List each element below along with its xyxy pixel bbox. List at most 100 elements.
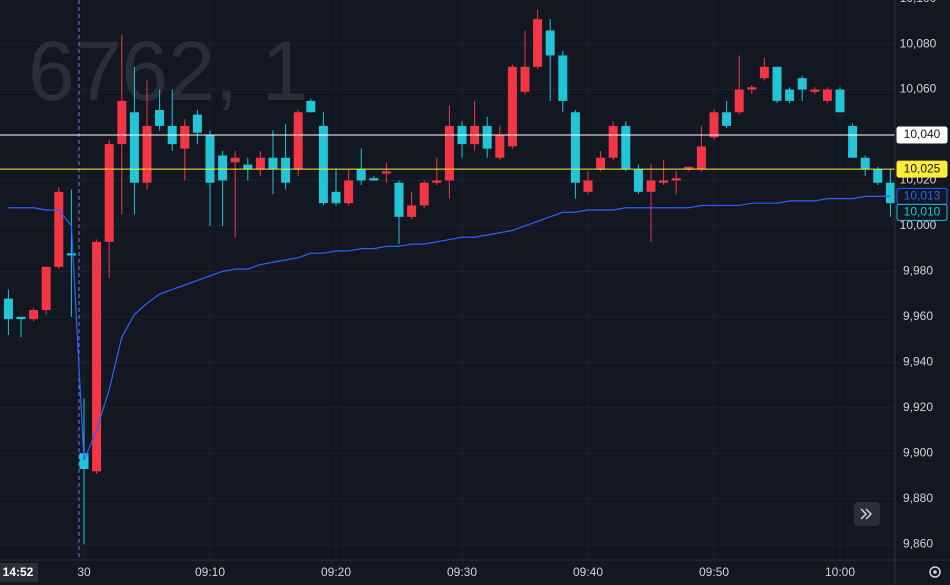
x-tick-label: 09:50 xyxy=(699,565,729,579)
candle-body xyxy=(734,89,744,113)
vwap-line xyxy=(8,195,891,461)
candle-body xyxy=(79,453,89,470)
candle-body xyxy=(66,253,76,256)
candle-body xyxy=(747,87,757,90)
price-label: 10,013 xyxy=(904,189,941,203)
candle-body xyxy=(558,55,568,101)
candle-body xyxy=(255,157,265,170)
candle-body xyxy=(281,157,291,183)
scroll-to-realtime[interactable] xyxy=(854,502,880,526)
watermark: 6762, 1 xyxy=(28,24,308,118)
candle-body xyxy=(495,135,505,158)
candle-body xyxy=(419,182,429,206)
candle-body xyxy=(646,180,656,192)
price-label-box xyxy=(896,203,948,221)
candle-body xyxy=(722,112,732,126)
gear-icon[interactable] xyxy=(929,566,941,578)
candle-body xyxy=(129,112,139,183)
y-tick-label: 10,060 xyxy=(900,82,937,96)
crosshair-time: 14:52 xyxy=(3,565,34,579)
candle-body xyxy=(16,316,26,320)
candle-body xyxy=(696,146,706,170)
candle-body xyxy=(369,178,379,181)
candle-body xyxy=(92,241,102,472)
candle-body xyxy=(671,178,681,181)
candle-body xyxy=(230,157,240,163)
candle-body xyxy=(293,112,303,170)
price-label-box xyxy=(896,126,948,144)
x-tick-label: 30 xyxy=(77,565,91,579)
chevron-icon xyxy=(860,508,873,520)
candle-body xyxy=(545,30,555,56)
candle-body xyxy=(785,89,795,101)
candle-body xyxy=(772,66,782,101)
candle-body xyxy=(533,19,543,67)
price-label-box xyxy=(896,160,948,178)
y-tick-label: 9,980 xyxy=(903,264,933,278)
candle-body xyxy=(41,266,51,310)
candle-body xyxy=(709,112,719,138)
candle-body xyxy=(104,144,114,242)
candle-body xyxy=(218,155,228,181)
y-tick-label: 9,880 xyxy=(903,491,933,505)
candle-body xyxy=(306,100,316,113)
y-tick-label: 10,100 xyxy=(900,0,937,5)
candle-body xyxy=(444,125,454,181)
candle-body xyxy=(180,125,190,149)
candle-body xyxy=(381,171,391,174)
candle-body xyxy=(873,169,883,183)
candle-body xyxy=(482,125,492,149)
settings-button[interactable] xyxy=(929,566,941,578)
candle-body xyxy=(570,112,580,183)
y-tick-label: 10,080 xyxy=(900,36,937,50)
candle-body xyxy=(117,100,127,145)
y-tick-label: 9,960 xyxy=(903,309,933,323)
candle-body xyxy=(596,157,606,170)
candle-body xyxy=(155,110,165,126)
candle-body xyxy=(520,66,530,92)
candle-body xyxy=(192,114,202,133)
price-label: 10,040 xyxy=(904,127,941,141)
candle-body xyxy=(633,169,643,192)
candle-body xyxy=(29,310,39,320)
candle-body xyxy=(3,298,13,320)
candle-body xyxy=(243,164,253,170)
candle-body xyxy=(621,125,631,170)
candle-body xyxy=(331,191,341,204)
candle-body xyxy=(394,182,404,217)
candle-body xyxy=(507,66,517,147)
candle-body xyxy=(268,157,278,170)
x-tick-label: 09:30 xyxy=(447,565,477,579)
candle-body xyxy=(608,125,618,158)
axes: 9,860 9,880 9,900 9,920 9,940 9,960 9,980 10,00… xyxy=(77,0,948,579)
candle-body xyxy=(885,182,895,204)
candle-body xyxy=(684,166,694,170)
y-tick-label: 9,900 xyxy=(903,445,933,459)
x-tick-label: 09:10 xyxy=(195,565,225,579)
price-label: 10,010 xyxy=(904,205,941,219)
candle-body xyxy=(407,205,417,217)
crosshair-time-box xyxy=(0,563,38,582)
x-tick-label: 09:40 xyxy=(573,565,603,579)
candle-body xyxy=(432,180,442,183)
candle-body xyxy=(583,180,593,192)
candle-body xyxy=(318,125,328,204)
gear-center xyxy=(933,570,937,574)
x-tick-label: 10:00 xyxy=(825,565,855,579)
candle-body xyxy=(848,125,858,158)
candle-body xyxy=(659,180,669,183)
candle-body xyxy=(860,157,870,170)
price-label: 10,025 xyxy=(904,161,941,175)
candle-body xyxy=(54,191,64,267)
candle-body xyxy=(344,180,354,204)
y-tick-label: 9,860 xyxy=(903,536,933,550)
x-tick-label: 09:20 xyxy=(321,565,351,579)
candle-body xyxy=(822,89,832,101)
candle-body xyxy=(356,169,366,181)
candle-body xyxy=(835,89,845,113)
y-tick-label: 9,920 xyxy=(903,400,933,414)
candle-body xyxy=(797,78,807,90)
candle-body xyxy=(759,66,769,79)
